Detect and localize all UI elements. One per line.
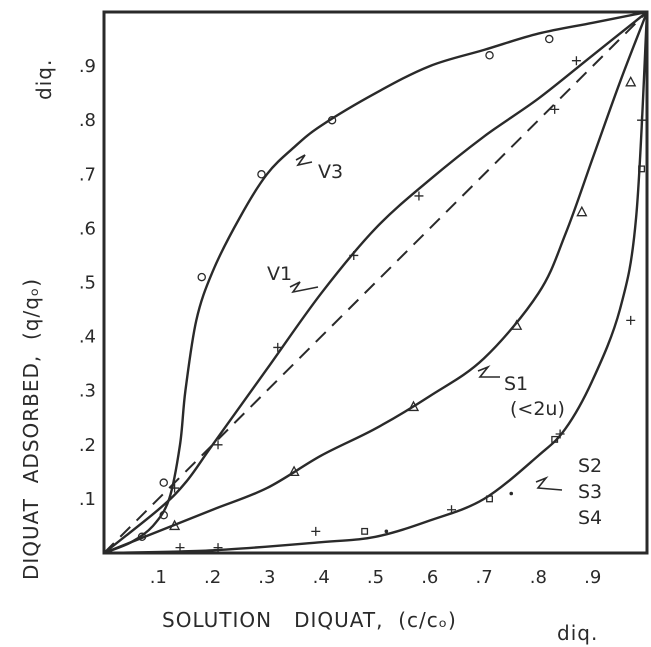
y-tick-label: .3 bbox=[79, 381, 96, 402]
marker-v3 bbox=[327, 115, 337, 125]
label-s1: S1 (<2u) bbox=[477, 365, 565, 420]
series-line-s1 bbox=[103, 11, 649, 555]
marker-s2 bbox=[175, 543, 185, 553]
marker-v1 bbox=[213, 440, 223, 450]
y-tick-labels: .1 .2 .3 .4 .5 .6 .7 .8 .9 bbox=[79, 56, 96, 510]
x-tick-label: .6 bbox=[421, 567, 438, 588]
s3-label: S3 bbox=[578, 481, 602, 503]
v1-leader-arrow bbox=[289, 281, 319, 294]
marker-v1 bbox=[414, 191, 424, 201]
series-line-s2 bbox=[103, 11, 649, 555]
marker-s2 bbox=[555, 429, 565, 439]
x-axis-title: SOLUTION DIQUAT, (c/cₒ) bbox=[162, 608, 457, 632]
marker-v3 bbox=[545, 34, 554, 44]
label-v1: V1 bbox=[267, 263, 319, 294]
y-tick-label: .2 bbox=[79, 435, 96, 456]
y-axis-title-subscript: diq. bbox=[32, 59, 56, 100]
marker-s4 bbox=[551, 435, 559, 443]
label-s2-s3-s4: S2 S3 S4 bbox=[535, 455, 602, 529]
marker-s1 bbox=[511, 319, 523, 330]
v1-label: V1 bbox=[267, 263, 292, 285]
marker-v3 bbox=[159, 478, 168, 487]
x-tick-label: .7 bbox=[476, 567, 493, 588]
y-tick-label: .7 bbox=[79, 164, 96, 185]
s1-annotation: (<2u) bbox=[510, 398, 565, 420]
y-tick-label: .6 bbox=[79, 218, 96, 239]
x-axis-title-subscript: diq. bbox=[557, 621, 598, 645]
marker-v3 bbox=[137, 532, 147, 542]
x-tick-label: .1 bbox=[150, 567, 167, 588]
marker-v1 bbox=[550, 104, 560, 114]
x-tick-label: .8 bbox=[530, 567, 547, 588]
marker-v1 bbox=[571, 56, 581, 66]
marker-v1 bbox=[170, 483, 180, 493]
marker-s4 bbox=[486, 495, 493, 503]
marker-s1 bbox=[407, 400, 420, 412]
diagonal-reference-line bbox=[103, 11, 648, 554]
marker-s4 bbox=[361, 527, 369, 535]
x-tick-label: .4 bbox=[313, 567, 330, 588]
s2-label: S2 bbox=[578, 455, 602, 477]
s3-leader-arrow bbox=[535, 476, 563, 491]
marker-s2 bbox=[637, 115, 647, 125]
marker-s2 bbox=[447, 505, 457, 515]
marker-s2 bbox=[213, 543, 223, 553]
x-tick-label: .9 bbox=[584, 567, 601, 588]
s4-label: S4 bbox=[578, 507, 602, 529]
marker-s4 bbox=[638, 165, 646, 173]
series-line-v1 bbox=[103, 11, 648, 554]
x-tick-label: .5 bbox=[367, 567, 384, 588]
v3-leader-arrow bbox=[295, 154, 313, 167]
label-v3: V3 bbox=[295, 154, 343, 183]
y-tick-label: .4 bbox=[79, 327, 96, 348]
marker-s3 bbox=[509, 491, 514, 496]
y-axis-title: DIQUAT ADSORBED, (q/qₒ) bbox=[19, 278, 43, 580]
marker-s1 bbox=[576, 205, 588, 217]
markers-layer bbox=[137, 34, 647, 553]
y-tick-label: .8 bbox=[79, 110, 96, 131]
x-tick-label: .2 bbox=[204, 567, 221, 588]
y-tick-label: .9 bbox=[79, 56, 96, 77]
marker-v3 bbox=[257, 170, 266, 179]
plot-frame bbox=[102, 10, 649, 555]
marker-v3 bbox=[485, 51, 494, 60]
y-axis-title-group: DIQUAT ADSORBED, (q/qₒ) diq. bbox=[19, 59, 56, 580]
y-tick-label: .5 bbox=[79, 273, 96, 294]
marker-v1 bbox=[273, 342, 283, 352]
v3-label: V3 bbox=[318, 161, 343, 183]
s1-leader-arrow bbox=[477, 365, 500, 378]
marker-s1 bbox=[169, 519, 181, 531]
marker-v3 bbox=[159, 510, 168, 520]
s1-label: S1 bbox=[504, 373, 528, 395]
y-tick-label: .1 bbox=[79, 489, 96, 510]
marker-s3 bbox=[384, 529, 389, 534]
marker-s2 bbox=[626, 315, 636, 325]
marker-s1 bbox=[625, 75, 637, 87]
x-tick-label: .3 bbox=[258, 567, 275, 588]
marker-s1 bbox=[288, 465, 300, 476]
marker-v1 bbox=[349, 250, 359, 260]
marker-s2 bbox=[311, 526, 321, 536]
marker-v3 bbox=[197, 272, 206, 282]
x-tick-labels: .1 .2 .3 .4 .5 .6 .7 .8 .9 bbox=[150, 567, 602, 588]
curves-layer bbox=[103, 10, 649, 555]
